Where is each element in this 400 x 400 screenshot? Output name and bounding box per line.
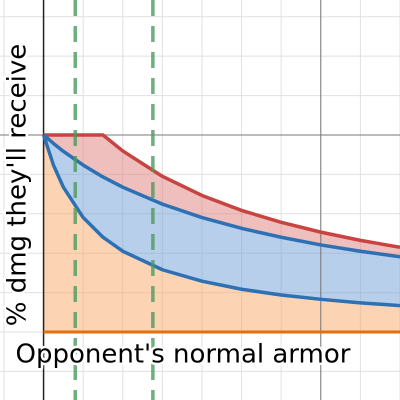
series-line	[42, 133, 400, 259]
marker-lines	[73, 0, 155, 400]
area-band	[43, 134, 400, 257]
fills	[43, 134, 400, 333]
y-axis-label: % dmg they'll receive	[3, 44, 33, 327]
area-band	[43, 134, 400, 333]
series-line	[41, 134, 400, 308]
area-band	[43, 134, 400, 306]
x-axis-label: Opponent's normal armor	[16, 340, 351, 370]
series-line	[43, 133, 400, 250]
lines	[41, 133, 400, 334]
